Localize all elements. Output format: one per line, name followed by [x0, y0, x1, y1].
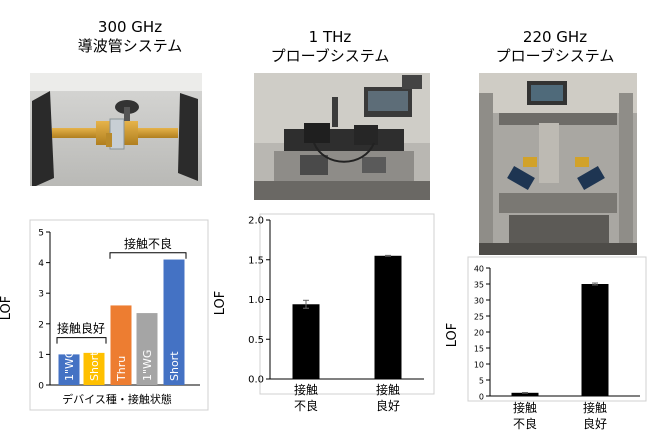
chart2-y-tick-label: 0.5: [248, 335, 264, 346]
chart1-bar-label: 1"WG: [141, 350, 154, 381]
chart1-xlabel: デバイス種・接触状態: [62, 392, 172, 406]
chart3-ylabel: LOF: [445, 323, 460, 348]
chart1-y-tick-label: 2: [38, 320, 44, 330]
chart3-frame: [467, 256, 647, 402]
chart3-y-tick-label: 10: [474, 361, 484, 370]
bad-contact-bracket: [109, 252, 187, 259]
chart3-y-tick-label: 0: [479, 393, 484, 402]
chart2-category-label: 不良: [294, 398, 318, 413]
chart3-y-tick-label: 35: [474, 281, 484, 290]
chart2-y-tick-label: 2.0: [248, 216, 264, 227]
chart3-y-tick-label: 40: [474, 265, 484, 274]
chart1-bar: [163, 259, 185, 385]
chart1-bar-label: Thru: [115, 356, 128, 382]
chart2-category-label: 接触: [376, 382, 400, 397]
chart3-category-label: 接触: [513, 400, 537, 415]
chart1-bar-label: Short: [168, 351, 181, 381]
good-contact-bracket: [56, 337, 107, 344]
panel2-title: 1 THz プローブシステム: [240, 28, 420, 66]
chart1-bar-label: Short: [88, 351, 101, 381]
chart2-ylabel: LOF: [213, 291, 228, 316]
chart1-y-tick-label: 4: [38, 259, 44, 269]
bad-contact-label: 接触不良: [124, 236, 172, 251]
panel3-title-line2: プローブシステム: [495, 47, 615, 65]
chart2-y-tick-label: 1.5: [248, 255, 264, 266]
chart1-ylabel: LOF: [0, 296, 14, 321]
chart1-y-tick-label: 1: [38, 351, 44, 361]
good-contact-label: 接触良好: [57, 321, 105, 336]
panel3-title-line1: 220 GHz: [522, 28, 588, 46]
chart2-y-tick-label: 1.0: [248, 295, 264, 306]
chart3-y-tick-label: 15: [474, 345, 484, 354]
chart3-y-tick-label: 25: [474, 313, 484, 322]
panel1-title-line1: 300 GHz: [97, 18, 163, 36]
chart3-category-label: 良好: [583, 416, 607, 431]
panel1-title: 300 GHz 導波管システム: [40, 18, 220, 56]
panel1-title-line2: 導波管システム: [77, 37, 183, 55]
probe-system-1thz-photo: [254, 73, 430, 200]
chart2-y-tick-label: 0.0: [248, 375, 264, 386]
chart2-bar: [292, 304, 320, 379]
waveguide-system-photo: [30, 73, 202, 186]
chart1-bar: [83, 352, 105, 385]
chart3-y-tick-label: 5: [479, 377, 484, 386]
chart2-category-label: 接触: [294, 382, 318, 397]
chart2-category-label: 良好: [376, 398, 400, 413]
panel2-title-line1: 1 THz: [308, 28, 352, 46]
chart3-bar: [581, 284, 609, 396]
chart1-y-tick-label: 3: [38, 290, 44, 300]
chart1-bar: [136, 313, 158, 385]
chart-waveguide-lof: 0 1 2 3 4 5 1"WG Short Thru 1"WG Short 接触良好 接触不良 L…: [0, 219, 209, 411]
chart3-y-tick-label: 30: [474, 297, 484, 306]
chart1-bar: [58, 354, 80, 385]
chart2-frame: [259, 213, 435, 395]
chart1-y-tick-label: 0: [38, 382, 44, 392]
panel2-title-line2: プローブシステム: [270, 47, 390, 65]
probe-system-220ghz-photo: [479, 73, 637, 255]
chart1-bar-label: 1"WG: [63, 350, 76, 381]
chart3-category-label: 接触: [583, 400, 607, 415]
chart1-bar: [110, 305, 132, 385]
panel3-title: 220 GHz プローブシステム: [465, 28, 645, 66]
chart3-bar: [511, 392, 539, 396]
chart2-bar: [374, 255, 402, 379]
chart3-category-label: 不良: [513, 416, 537, 431]
chart3-y-tick-label: 20: [474, 329, 484, 338]
chart1-y-tick-label: 5: [38, 229, 44, 239]
